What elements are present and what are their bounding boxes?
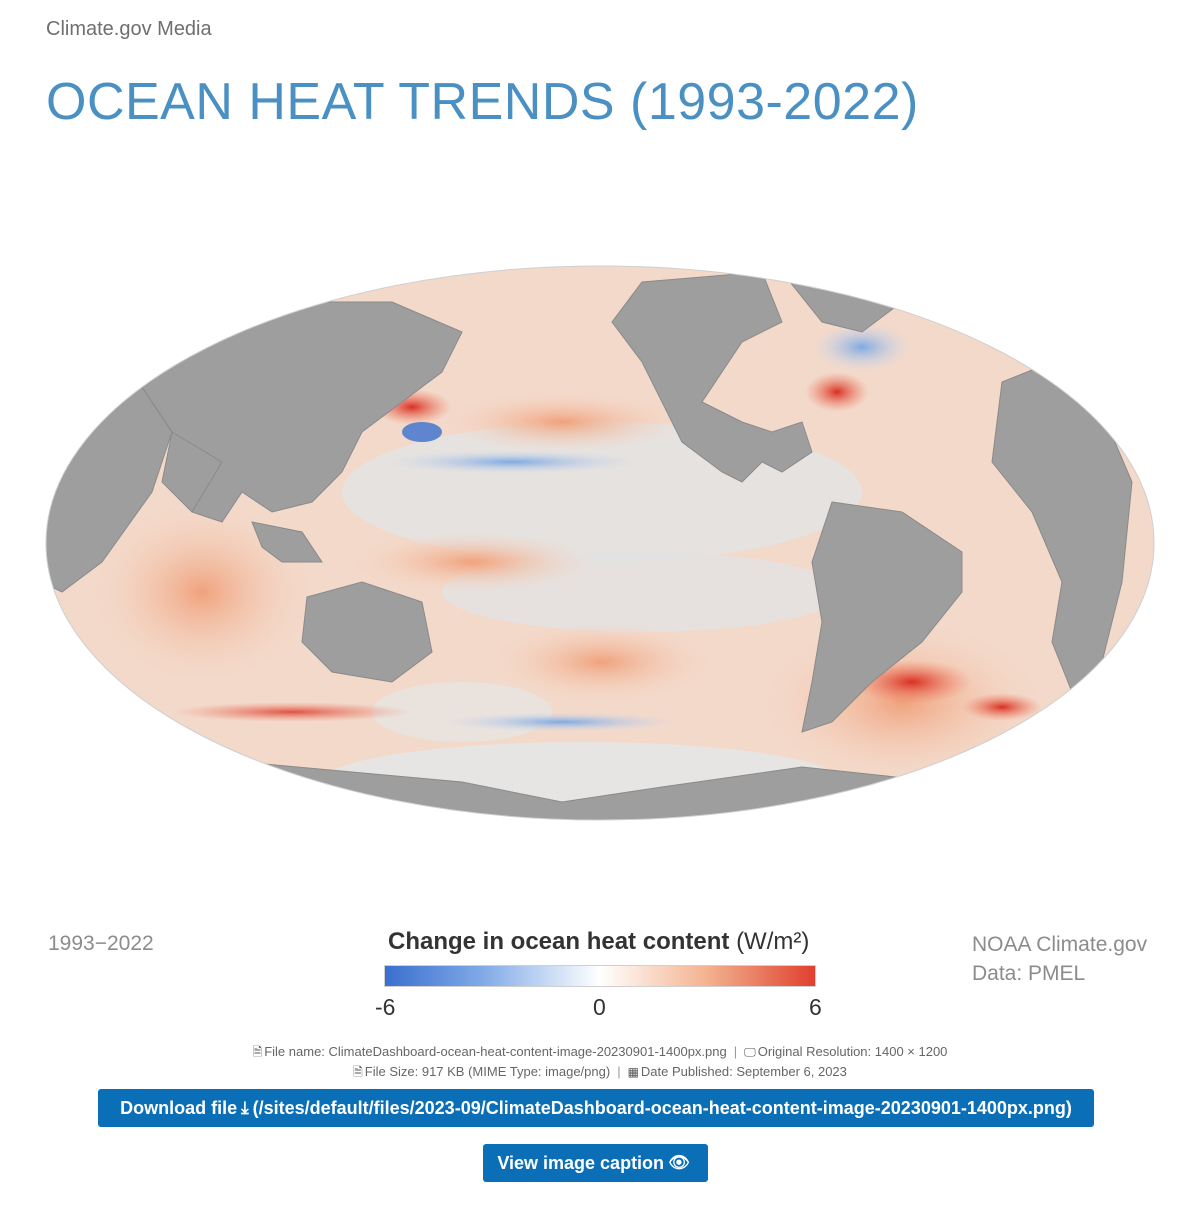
original-resolution: Original Resolution: 1400 × 1200 — [757, 1044, 948, 1059]
monitor-icon: 🖵 — [744, 1045, 756, 1059]
file-icon: 🗎 — [252, 1045, 263, 1059]
legend-title: Change in ocean heat content (W/m²) — [388, 928, 809, 956]
file-name: File name: ClimateDashboard-ocean-heat-c… — [264, 1044, 727, 1059]
calendar-icon: ▦ — [627, 1065, 639, 1079]
legend-color-bar — [384, 965, 816, 987]
eye-icon: 👁 — [668, 1153, 690, 1173]
file-meta-line-1: 🗎 File name: ClimateDashboard-ocean-heat-… — [0, 1043, 1200, 1064]
site-name[interactable]: Climate.gov Media — [46, 18, 212, 40]
legend-title-text: Change in ocean heat content — [388, 928, 730, 955]
legend-min-label: -6 — [375, 994, 396, 1020]
file-meta-line-2: 🗎 File Size: 917 KB (MIME Type: image/png… — [0, 1063, 1200, 1084]
caption-label: View image caption — [497, 1152, 665, 1173]
file-size: File Size: 917 KB (MIME Type: image/png) — [364, 1064, 611, 1079]
credit-line-1: NOAA Climate.gov — [972, 933, 1148, 956]
view-image-caption-button[interactable]: View image caption 👁 — [483, 1144, 708, 1182]
date-published: Date Published: September 6, 2023 — [640, 1064, 847, 1079]
separator: | — [733, 1044, 738, 1059]
credit-line-2: Data: PMEL — [972, 962, 1086, 985]
map-credit: NOAA Climate.gov Data: PMEL — [972, 930, 1147, 988]
download-icon: ⤓ — [241, 1098, 249, 1118]
download-label: Download file — [120, 1097, 238, 1118]
download-file-button[interactable]: Download file ⤓ (/sites/default/files/20… — [98, 1089, 1094, 1127]
map-svg — [45, 265, 1155, 821]
separator: | — [617, 1064, 621, 1079]
legend-max-label: 6 — [809, 994, 822, 1020]
year-range: 1993−2022 — [48, 932, 154, 955]
legend-unit: (W/m²) — [736, 928, 810, 955]
file-size-icon: 🗎 — [353, 1065, 363, 1079]
download-path: (/sites/default/files/2023-09/ClimateDas… — [252, 1097, 1072, 1118]
legend-mid-label: 0 — [593, 994, 606, 1020]
page-title: OCEAN HEAT TRENDS (1993-2022) — [46, 73, 919, 131]
ocean-heat-map — [42, 262, 1158, 824]
